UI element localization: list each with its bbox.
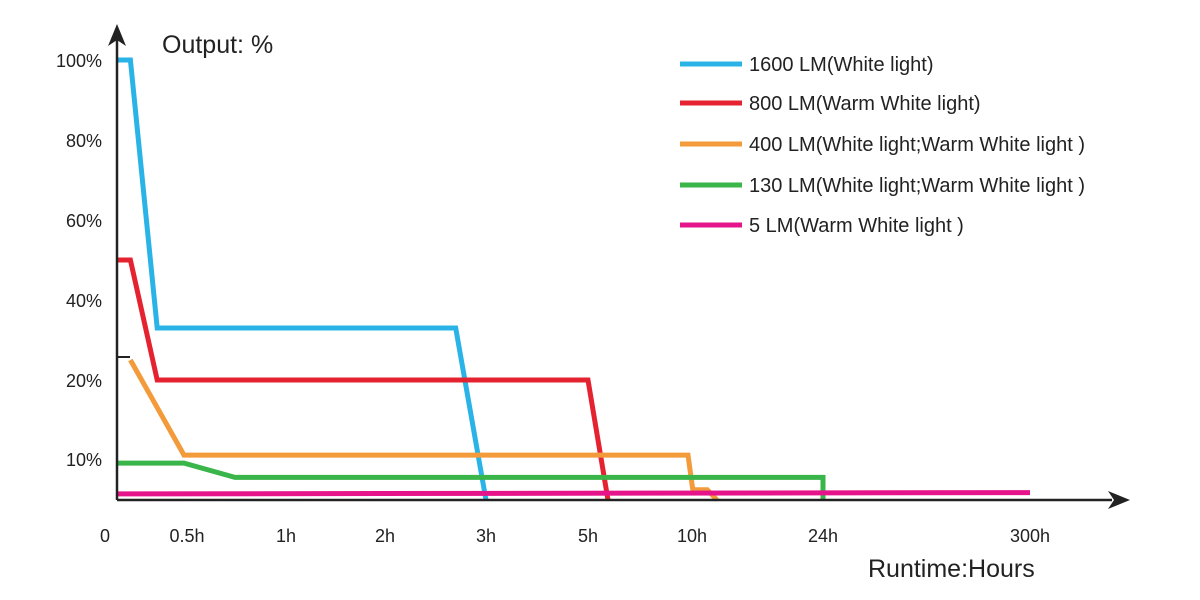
x-axis-label: Runtime:Hours — [868, 555, 1035, 583]
labels-layer: Output: % Runtime:Hours — [162, 31, 1035, 583]
legend-label: 800 LM(Warm White light) — [749, 93, 981, 115]
legend-label: 1600 LM(White light) — [749, 54, 934, 76]
y-tick-label: 60% — [66, 211, 102, 231]
x-tick-label: 0.5h — [169, 526, 204, 546]
series-line — [117, 257, 611, 501]
x-tick-label: 0 — [100, 526, 110, 546]
legend: 1600 LM(White light) 800 LM(Warm White li… — [680, 54, 1085, 237]
x-axis-arrow-icon — [1108, 491, 1130, 509]
x-tick-label: 3h — [476, 526, 496, 546]
axes-layer — [108, 24, 1130, 509]
x-ticks: 0 0.5h 1h 2h 3h 5h 10h 24h 300h — [100, 526, 1050, 546]
legend-label: 130 LM(White light;Warm White light ) — [749, 175, 1085, 197]
legend-label: 400 LM(White light;Warm White light ) — [749, 134, 1085, 156]
y-tick-label: 40% — [66, 291, 102, 311]
x-tick-label: 10h — [677, 526, 707, 546]
series-line — [117, 460, 826, 500]
chart-title: Output: % — [162, 31, 273, 59]
y-tick-label: 10% — [66, 450, 102, 470]
x-tick-label: 300h — [1010, 526, 1050, 546]
series-layer — [116, 57, 1031, 502]
series-line — [117, 57, 489, 501]
x-tick-label: 24h — [808, 526, 838, 546]
x-tick-label: 1h — [276, 526, 296, 546]
legend-label: 5 LM(Warm White light ) — [749, 215, 964, 237]
y-tick-label: 80% — [66, 131, 102, 151]
y-ticks: 10% 20% 40% 60% 80% 100% — [56, 51, 102, 470]
series-line — [116, 490, 1031, 497]
y-axis-arrow-icon — [108, 24, 126, 46]
y-tick-label: 20% — [66, 371, 102, 391]
x-tick-label: 5h — [578, 526, 598, 546]
x-tick-label: 2h — [375, 526, 395, 546]
y-tick-label: 100% — [56, 51, 102, 71]
